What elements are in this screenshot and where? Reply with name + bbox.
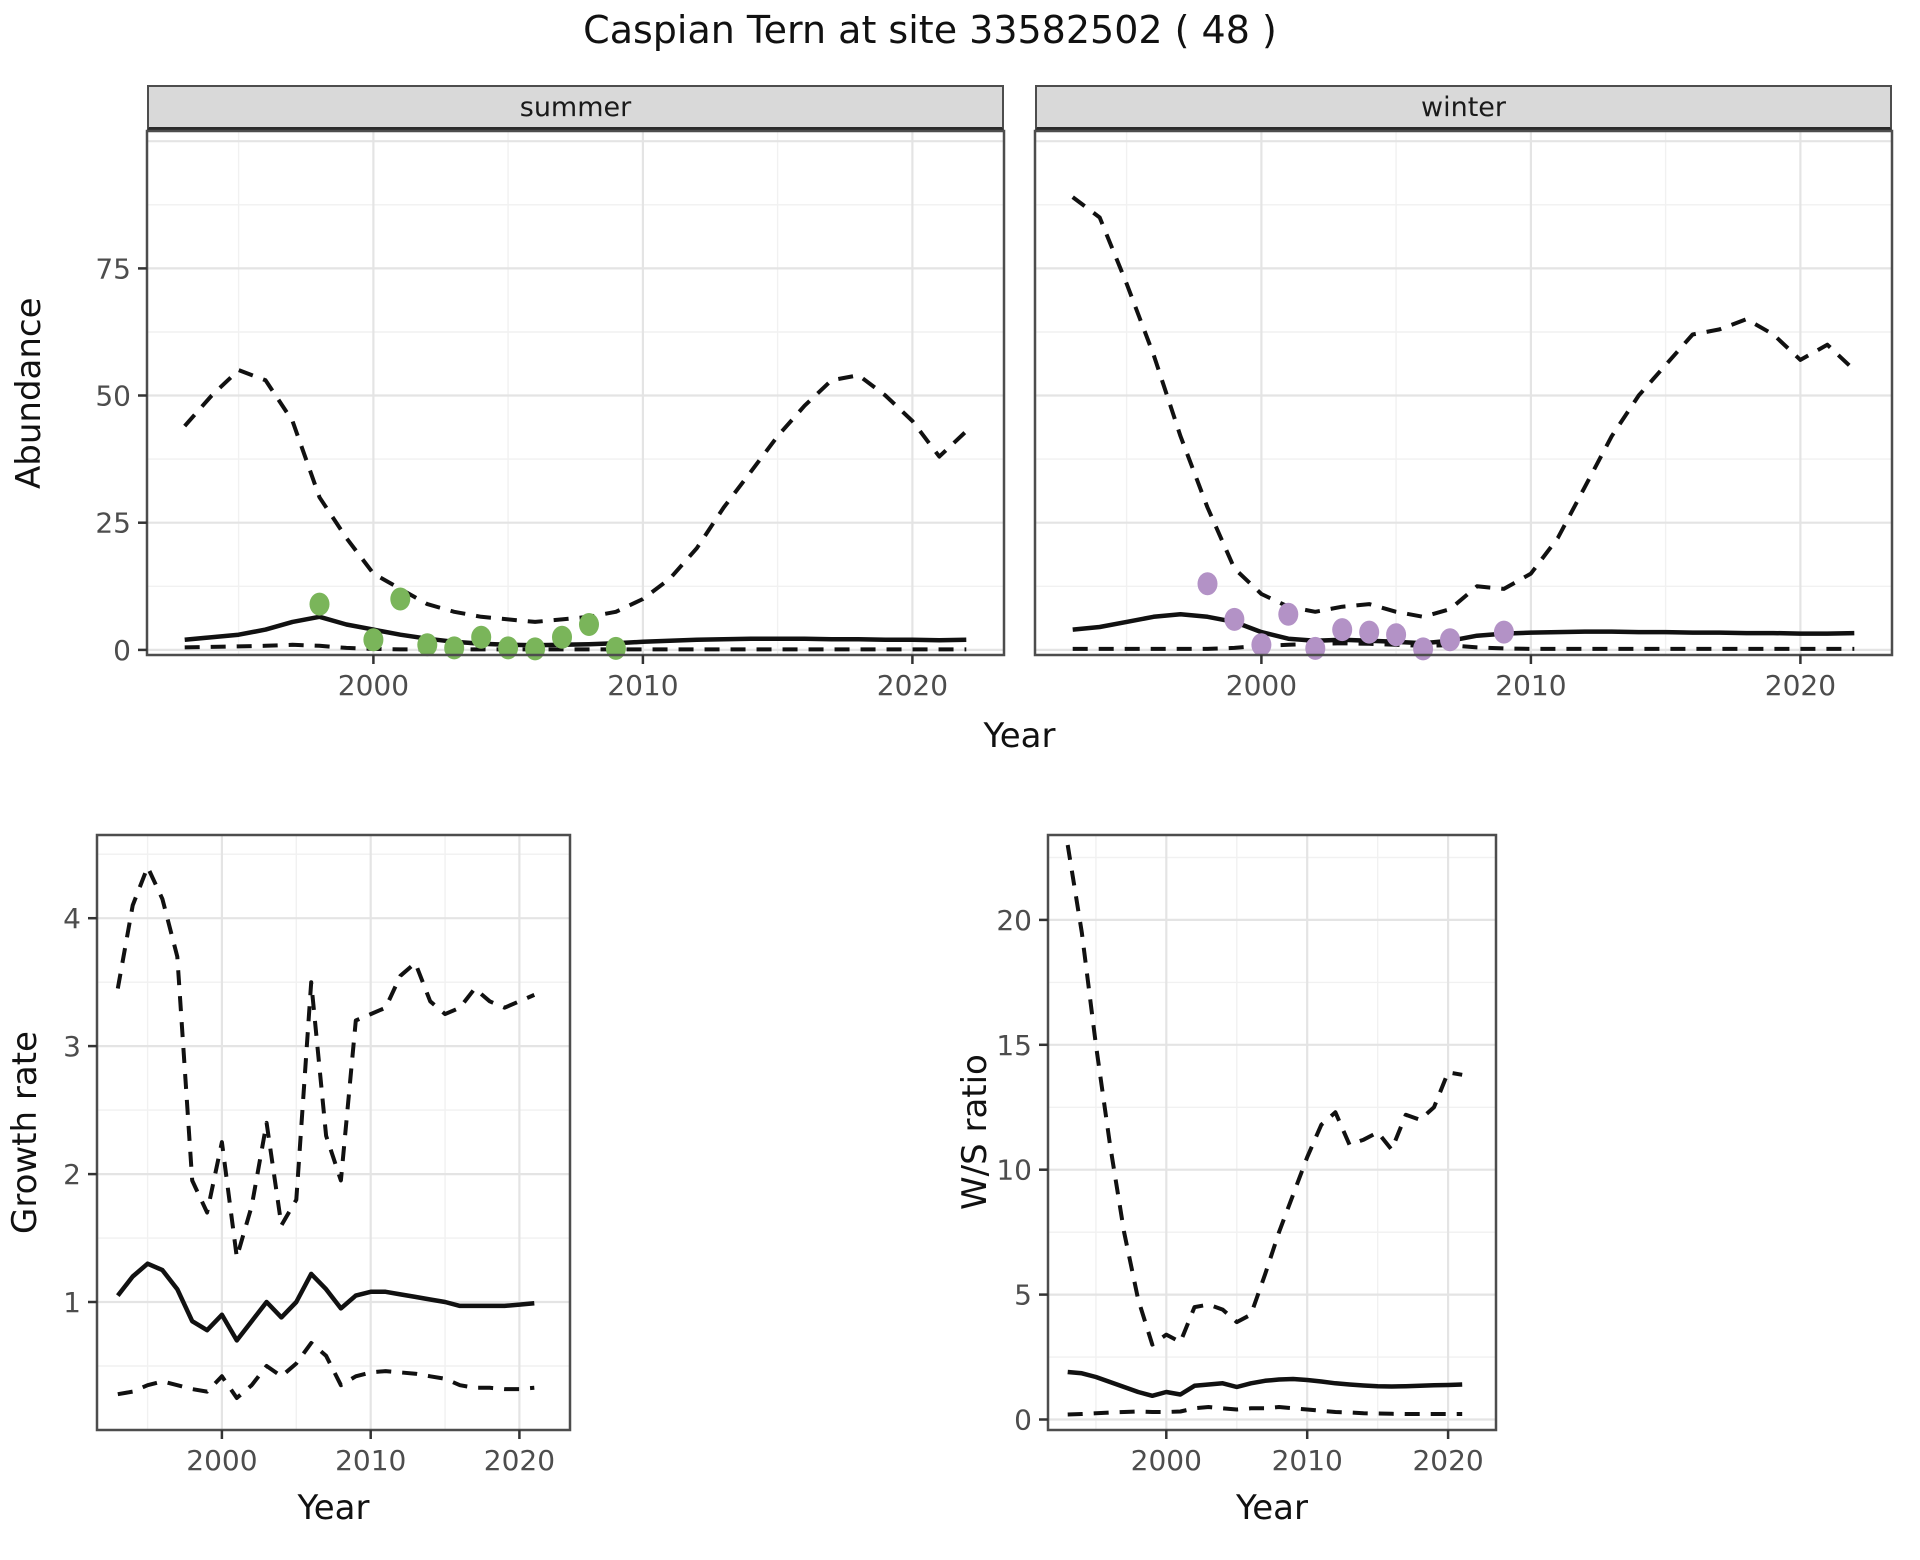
facet-strip-winter-label: winter bbox=[1421, 91, 1506, 123]
x-tick-label: 2010 bbox=[1495, 669, 1566, 702]
ws-median-line bbox=[1067, 1369, 1463, 1399]
facet-strip-winter: winter bbox=[1035, 85, 1892, 131]
growth-panel-border bbox=[95, 833, 572, 1432]
x-tick-label: 2020 bbox=[1412, 1444, 1483, 1477]
winter-lower-ci-line bbox=[1072, 641, 1855, 651]
winter-observation-point bbox=[1359, 620, 1380, 644]
summer-observation-point bbox=[605, 636, 626, 660]
summer-lower-ci-line bbox=[184, 642, 967, 652]
x-tick-label: 2020 bbox=[877, 669, 948, 702]
x-tick-label: 2020 bbox=[1765, 669, 1836, 702]
y-tick-label: 20 bbox=[996, 904, 1032, 937]
y-tick-label: 3 bbox=[63, 1030, 81, 1063]
x-axis-title-ws: Year bbox=[1236, 1488, 1308, 1528]
growth-upper-ci-line bbox=[115, 865, 536, 1260]
summer-panel-border bbox=[145, 129, 1006, 657]
summer-observation-point bbox=[444, 636, 465, 660]
x-tick-label: 2000 bbox=[1226, 669, 1297, 702]
summer-median-line bbox=[184, 614, 967, 648]
summer-panel-background bbox=[147, 131, 1004, 655]
x-tick-label: 2010 bbox=[335, 1444, 406, 1477]
winter-observation-point bbox=[1251, 633, 1272, 657]
y-tick-label: 25 bbox=[95, 507, 131, 540]
winter-observation-point bbox=[1413, 637, 1434, 661]
facet-strip-summer: summer bbox=[147, 85, 1004, 131]
y-tick-label: 50 bbox=[95, 380, 131, 413]
summer-observation-point bbox=[552, 625, 572, 649]
summer-observation-point bbox=[363, 628, 384, 652]
x-tick-label: 2000 bbox=[1131, 1444, 1202, 1477]
ws-lower-ci-line bbox=[1067, 1405, 1463, 1417]
winter-observation-point bbox=[1332, 618, 1353, 642]
winter-observation-point bbox=[1493, 620, 1514, 644]
winter-observation-point bbox=[1305, 636, 1326, 660]
summer-observation-point bbox=[309, 592, 330, 616]
plot-title: Caspian Tern at site 33582502 ( 48 ) bbox=[583, 8, 1277, 52]
x-tick-label: 2010 bbox=[607, 669, 678, 702]
y-tick-label: 10 bbox=[996, 1154, 1032, 1187]
x-tick-label: 2000 bbox=[338, 669, 409, 702]
y-tick-label: 4 bbox=[63, 902, 81, 935]
x-tick-label: 2020 bbox=[484, 1444, 555, 1477]
x-tick-label: 2000 bbox=[186, 1444, 257, 1477]
summer-upper-ci-line bbox=[183, 368, 968, 624]
winter-observation-point bbox=[1386, 623, 1407, 647]
y-tick-label: 2 bbox=[63, 1158, 81, 1191]
summer-observation-point bbox=[417, 633, 438, 657]
summer-observation-point bbox=[579, 613, 599, 636]
x-tick-label: 2010 bbox=[1272, 1444, 1343, 1477]
y-tick-label: 0 bbox=[113, 634, 131, 667]
summer-observation-point bbox=[498, 636, 519, 660]
summer-observation-point bbox=[471, 625, 492, 649]
winter-panel-background bbox=[1035, 131, 1892, 655]
summer-observation-point bbox=[525, 637, 546, 661]
y-tick-label: 75 bbox=[95, 252, 131, 285]
winter-observation-point bbox=[1224, 607, 1245, 631]
ws-panel-border bbox=[1046, 833, 1498, 1432]
winter-observation-point bbox=[1197, 572, 1218, 596]
growth-panel-background bbox=[97, 835, 570, 1430]
growth-lower-ci-line bbox=[117, 1341, 535, 1400]
ws-upper-ci-line bbox=[1065, 844, 1463, 1347]
winter-panel-border bbox=[1033, 129, 1894, 657]
winter-observation-point bbox=[1278, 602, 1299, 626]
summer-observation-point bbox=[390, 587, 411, 611]
y-tick-label: 0 bbox=[1014, 1404, 1032, 1437]
winter-observation-point bbox=[1440, 628, 1460, 652]
facet-strip-summer-label: summer bbox=[519, 91, 632, 123]
x-axis-title-top: Year bbox=[983, 716, 1056, 756]
y-tick-label: 15 bbox=[996, 1029, 1032, 1062]
growth-median-line bbox=[116, 1261, 535, 1343]
y-tick-label: 5 bbox=[1014, 1279, 1032, 1312]
ws-panel-background bbox=[1048, 835, 1496, 1430]
winter-upper-ci-line bbox=[1071, 195, 1856, 619]
y-tick-label: 1 bbox=[63, 1286, 81, 1319]
winter-median-line bbox=[1072, 612, 1855, 646]
x-axis-title-growth: Year bbox=[297, 1488, 370, 1528]
